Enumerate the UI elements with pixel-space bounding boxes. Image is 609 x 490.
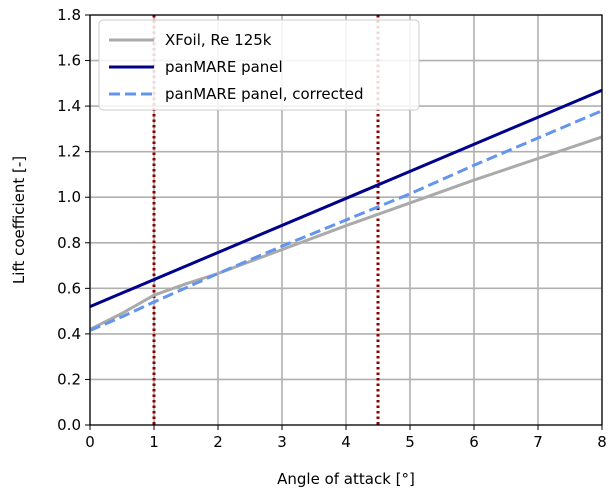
series-line [89, 135, 603, 331]
x-tick-label: 8 [597, 433, 607, 451]
series-lines [89, 88, 603, 332]
y-tick-label: 0.4 [57, 325, 81, 343]
x-ticks: 0 1 2 3 4 5 6 7 8 [85, 425, 607, 451]
legend-label: XFoil, Re 125k [165, 31, 272, 49]
y-tick-label: 0.6 [57, 279, 81, 297]
x-tick-label: 0 [85, 433, 95, 451]
y-tick-label: 1.8 [57, 6, 81, 24]
x-tick-label: 2 [213, 433, 223, 451]
legend-box [98, 19, 420, 111]
x-axis-label: Angle of attack [°] [277, 470, 415, 488]
y-ticks: 0.0 0.2 0.4 0.6 0.8 1.0 1.2 1.4 1.6 1.8 [57, 6, 90, 434]
x-tick-label: 1 [149, 433, 159, 451]
y-axis-label: Lift coefficient [-] [10, 156, 28, 284]
y-tick-label: 1.0 [57, 188, 81, 206]
y-tick-label: 1.4 [57, 97, 81, 115]
x-tick-label: 4 [341, 433, 351, 451]
x-tick-label: 6 [469, 433, 479, 451]
x-tick-label: 7 [533, 433, 543, 451]
legend-label: panMARE panel, corrected [165, 85, 364, 103]
y-tick-label: 1.2 [57, 143, 81, 161]
legend-label: panMARE panel [165, 58, 283, 76]
y-tick-label: 0.2 [57, 370, 81, 388]
y-tick-label: 0.8 [57, 234, 81, 252]
y-tick-label: 0.0 [57, 416, 81, 434]
series-line [89, 109, 603, 332]
legend: XFoil, Re 125k panMARE panel panMARE panel… [98, 19, 420, 111]
y-tick-label: 1.6 [57, 52, 81, 70]
x-tick-label: 5 [405, 433, 415, 451]
series-line [89, 88, 603, 308]
x-tick-label: 3 [277, 433, 287, 451]
